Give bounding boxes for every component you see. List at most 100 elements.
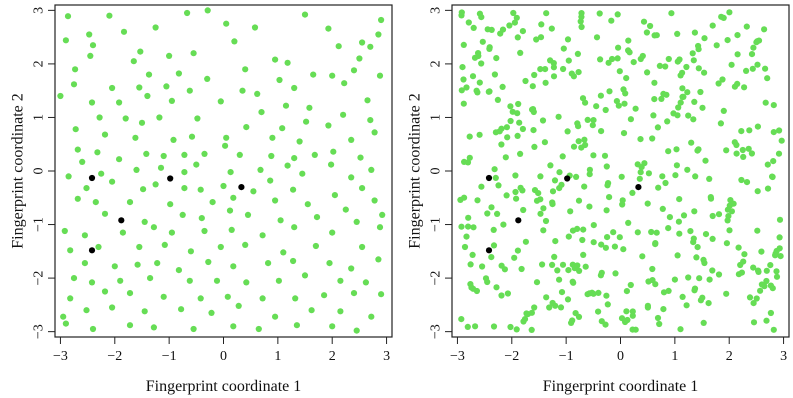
data-point: [470, 285, 477, 292]
data-point: [709, 267, 716, 274]
data-point: [510, 9, 517, 17]
data-point: [498, 141, 505, 148]
data-point: [357, 154, 364, 161]
data-point: [144, 92, 151, 100]
data-point: [692, 173, 699, 180]
data-point: [578, 13, 585, 21]
data-point: [101, 131, 109, 138]
data-point: [665, 225, 672, 232]
data-point: [250, 188, 257, 195]
data-point: [529, 106, 536, 113]
data-point: [720, 107, 727, 114]
data-point: [488, 204, 495, 211]
data-point: [201, 227, 208, 235]
data-point: [605, 59, 612, 66]
data-point: [204, 75, 211, 82]
data-point: [503, 192, 510, 199]
data-point: [243, 124, 250, 131]
data-point: [656, 320, 663, 328]
x-tick-label: −1: [162, 349, 177, 364]
data-point: [364, 97, 371, 104]
data-point: [637, 169, 644, 176]
data-point: [651, 32, 658, 39]
data-point: [743, 179, 751, 186]
data-point: [776, 216, 784, 223]
data-point: [571, 265, 578, 272]
data-point: [188, 133, 196, 140]
data-point: [194, 115, 201, 122]
data-point: [680, 93, 687, 100]
data-point: [70, 275, 78, 282]
data-point: [521, 316, 529, 323]
data-point: [178, 306, 185, 313]
data-point: [490, 242, 498, 249]
data-point: [691, 29, 698, 36]
data-point: [715, 80, 722, 87]
data-point: [509, 108, 516, 115]
data-point: [243, 279, 250, 286]
data-point: [132, 134, 139, 141]
data-point: [513, 195, 520, 202]
x-axis-label: Fingerprint coordinate 1: [146, 378, 302, 395]
data-point: [629, 189, 636, 196]
data-point: [538, 21, 545, 28]
data-point: [750, 300, 757, 307]
data-point: [511, 19, 518, 26]
data-point: [465, 223, 472, 230]
data-point: [515, 100, 522, 108]
data-point: [342, 206, 349, 213]
data-point: [743, 23, 750, 30]
data-point: [223, 20, 230, 27]
data-point: [376, 224, 384, 231]
data-point: [356, 55, 363, 62]
data-point: [665, 55, 672, 63]
highlighted-point: [564, 175, 571, 182]
data-point: [550, 60, 557, 67]
data-point: [637, 136, 644, 143]
data-point: [597, 56, 604, 63]
data-point: [598, 241, 605, 248]
data-point: [539, 261, 546, 268]
data-point: [593, 34, 601, 41]
data-point: [62, 320, 69, 327]
data-point: [498, 292, 505, 299]
data-point: [491, 71, 498, 78]
data-point: [764, 75, 771, 82]
y-axis-label: Fingerprint coordinate 2: [10, 93, 27, 249]
data-point: [614, 55, 621, 62]
data-point: [590, 117, 597, 124]
data-point: [574, 50, 581, 58]
data-point: [713, 42, 720, 49]
data-point: [486, 45, 493, 53]
data-point: [723, 147, 730, 154]
data-point: [486, 88, 493, 95]
data-point: [606, 194, 613, 201]
data-point: [724, 217, 731, 224]
data-point: [502, 154, 509, 161]
data-point: [141, 308, 148, 315]
data-point: [476, 79, 483, 86]
data-point: [589, 122, 596, 129]
data-point: [498, 125, 505, 132]
data-point: [348, 265, 355, 272]
data-point: [197, 295, 204, 302]
data-point: [644, 304, 651, 311]
data-point: [371, 129, 378, 136]
data-point: [746, 127, 753, 134]
data-point: [734, 31, 741, 39]
data-point: [741, 84, 748, 91]
data-point: [157, 164, 165, 171]
data-point: [181, 169, 188, 176]
data-point: [731, 83, 738, 90]
x-tick-label: 3: [780, 349, 787, 364]
data-point: [303, 118, 310, 125]
data-point: [670, 110, 677, 117]
data-point: [769, 285, 776, 292]
x-tick-label: −3: [450, 349, 465, 364]
data-point: [109, 304, 116, 311]
data-point: [350, 67, 358, 74]
data-point: [615, 102, 622, 109]
data-point: [466, 133, 473, 140]
data-point: [554, 267, 561, 274]
data-point: [568, 319, 575, 326]
